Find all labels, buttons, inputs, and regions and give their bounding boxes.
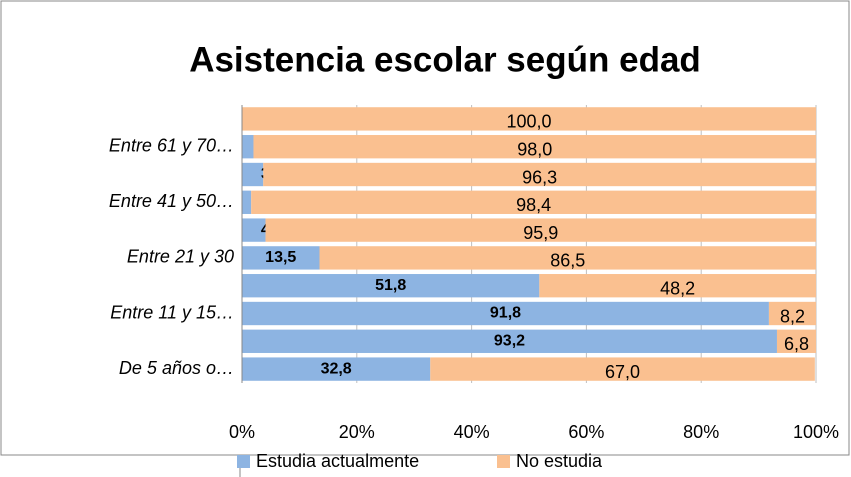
legend-label: No estudia xyxy=(516,451,603,471)
x-tick-label: 80% xyxy=(683,422,719,442)
data-label: 96,3 xyxy=(522,167,557,187)
data-label: 67,0 xyxy=(605,362,640,382)
data-label: 48,2 xyxy=(660,278,695,298)
data-label: 98,4 xyxy=(516,195,551,215)
bar-segment xyxy=(242,357,431,381)
y-tick-label: Entre 41 y 50… xyxy=(109,191,234,211)
legend-label: Estudia actualmente xyxy=(256,451,419,471)
legend-swatch xyxy=(497,455,510,468)
data-label: 32,8 xyxy=(321,360,352,377)
y-tick-label: De 5 años o… xyxy=(119,358,234,378)
legend-swatch xyxy=(237,455,250,468)
bar-segment xyxy=(776,329,816,353)
data-label: 6,8 xyxy=(784,334,809,354)
bar-segment xyxy=(263,162,816,187)
bar-segment xyxy=(251,190,816,214)
bar-segment xyxy=(265,218,816,242)
bar-segment xyxy=(768,301,816,326)
bar-segment xyxy=(242,274,540,298)
bar-segment xyxy=(242,190,252,214)
bar-segment xyxy=(242,218,266,242)
bar-segment xyxy=(319,246,816,270)
bar-segment xyxy=(242,162,264,187)
data-label: 8,2 xyxy=(780,306,805,326)
bar-segment xyxy=(430,357,815,381)
data-label: 100,0 xyxy=(506,112,551,132)
y-tick-label: Entre 61 y 70… xyxy=(109,135,234,155)
x-tick-label: 100% xyxy=(793,422,839,442)
bar-segment xyxy=(253,135,817,159)
data-label: 51,8 xyxy=(375,277,406,294)
bar-segment xyxy=(539,274,816,298)
data-label: 86,5 xyxy=(550,251,585,271)
data-label: 93,2 xyxy=(494,333,525,350)
data-label: 98,0 xyxy=(517,139,552,159)
bar-segment xyxy=(242,135,254,159)
y-tick-label: Entre 21 y 30 xyxy=(127,247,234,267)
bar-segment xyxy=(242,329,777,353)
bar-segment xyxy=(242,301,769,326)
data-label: 13,5 xyxy=(265,249,296,266)
data-label: 95,9 xyxy=(523,223,558,243)
x-tick-label: 20% xyxy=(339,422,375,442)
bar-segment xyxy=(242,107,816,131)
x-tick-label: 40% xyxy=(454,422,490,442)
chart-title: Asistencia escolar según edad xyxy=(189,40,701,79)
x-tick-label: 60% xyxy=(568,422,604,442)
data-label: 91,8 xyxy=(490,305,521,322)
y-tick-label: Entre 11 y 15… xyxy=(110,302,234,322)
bar-segment xyxy=(242,246,320,270)
x-tick-label: 0% xyxy=(229,422,255,442)
